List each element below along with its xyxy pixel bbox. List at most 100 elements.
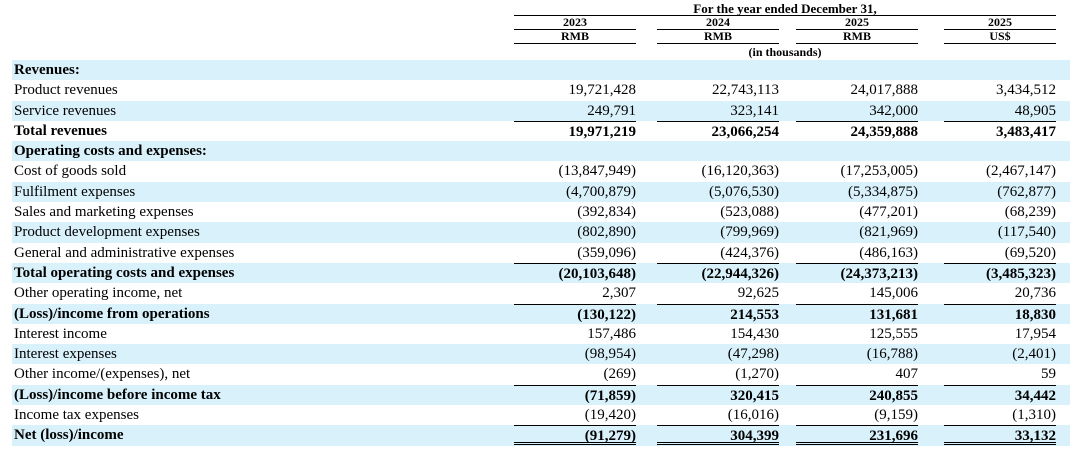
cell-2023: (19,420)	[584, 407, 636, 424]
row-label: Fulfilment expenses	[14, 183, 136, 200]
table-row: Sales and marketing expenses (392,834) (…	[12, 202, 1070, 222]
column-header-2025-usd: 2025 US$	[944, 16, 1056, 44]
table-row: Service revenues 249,791 323,141 342,000…	[12, 100, 1070, 122]
table-row: Interest expenses (98,954) (47,298) (16,…	[12, 344, 1070, 365]
cell-2023: (98,954)	[584, 346, 636, 363]
cell-2025-rmb: (5,334,875)	[848, 183, 918, 200]
cell-2025-usd: 3,483,417	[944, 120, 1056, 141]
column-year: 2025	[845, 15, 869, 29]
period-heading: For the year ended December 31,	[693, 1, 877, 16]
table-row: Product development expenses (802,890) (…	[12, 222, 1070, 243]
cell-2025-usd: 17,954	[1014, 325, 1056, 342]
cell-2024: (1,270)	[735, 366, 779, 383]
cell-2023: (4,700,879)	[566, 183, 636, 200]
cell-2023: (392,834)	[577, 204, 636, 221]
row-label: Interest income	[14, 325, 107, 342]
column-currency: RMB	[796, 29, 918, 44]
cell-2025-rmb: (821,969)	[859, 224, 918, 241]
column-currency: RMB	[657, 29, 779, 44]
cell-2023: (269)	[603, 366, 637, 383]
cell-2025-usd: (2,467,147)	[986, 163, 1056, 180]
cell-2025-rmb: (477,201)	[859, 204, 918, 221]
row-label: (Loss)/income before income tax	[14, 386, 221, 403]
cell-2023: 2,307	[602, 285, 636, 302]
cell-2025-rmb: 24,359,888	[796, 120, 918, 141]
cell-2024: 22,743,113	[712, 82, 779, 99]
row-label: Other operating income, net	[14, 285, 183, 302]
cell-2025-rmb: (17,253,005)	[840, 163, 919, 180]
cell-2025-rmb: 24,017,888	[850, 82, 919, 99]
cell-2024: (523,088)	[720, 204, 779, 221]
income-statement-table: Revenues: Product revenues 19,721,428 22…	[12, 60, 1070, 446]
cell-2024: (799,969)	[720, 224, 779, 241]
cell-2025-usd: 18,830	[944, 303, 1056, 324]
cell-2023: 157,486	[587, 325, 636, 342]
net-income-row: Net (loss)/income (91,279) 304,399 231,6…	[12, 425, 1070, 446]
total-row: (Loss)/income from operations (130,122) …	[12, 303, 1070, 325]
cell-2023: (91,279)	[514, 425, 636, 446]
row-label: Cost of goods sold	[14, 163, 127, 180]
cell-2025-rmb: 407	[895, 366, 919, 383]
cell-2024: 23,066,254	[657, 120, 779, 141]
cell-2024: 154,430	[730, 325, 779, 342]
column-header-2025-rmb: 2025 RMB	[796, 16, 918, 44]
column-header-2023-rmb: 2023 RMB	[514, 16, 636, 44]
column-currency: US$	[944, 29, 1056, 44]
cell-2025-usd: (117,540)	[997, 224, 1056, 241]
column-year: 2023	[563, 15, 587, 29]
cell-2025-rmb: (9,159)	[874, 407, 918, 424]
row-label: Income tax expenses	[14, 407, 139, 424]
row-label: Operating costs and expenses:	[14, 143, 207, 160]
cell-2025-rmb: (16,788)	[866, 346, 918, 363]
column-year: 2025	[988, 15, 1012, 29]
row-label: Net (loss)/income	[14, 427, 124, 444]
total-row: (Loss)/income before income tax (71,859)…	[12, 384, 1070, 406]
cell-2023: 19,971,219	[514, 120, 636, 141]
cell-2023: (359,096)	[577, 244, 636, 261]
row-label: Sales and marketing expenses	[14, 204, 194, 221]
cell-2025-usd: (3,485,323)	[944, 262, 1056, 283]
cell-2024: (47,298)	[727, 346, 779, 363]
cell-2025-rmb: 145,006	[869, 285, 918, 302]
cell-2025-usd: 48,905	[1014, 102, 1056, 119]
cell-2025-rmb: 125,555	[869, 325, 918, 342]
cell-2023: (71,859)	[514, 384, 636, 405]
column-header-2024-rmb: 2024 RMB	[657, 16, 779, 44]
column-year: 2024	[706, 15, 730, 29]
cell-2023: (130,122)	[514, 303, 636, 324]
cell-2025-usd: 34,442	[944, 384, 1056, 405]
cell-2024: 214,553	[657, 303, 779, 324]
table-header: For the year ended December 31, 2023 RMB…	[0, 0, 1080, 60]
cell-2025-usd: 59	[1041, 366, 1056, 383]
total-row: Total operating costs and expenses (20,1…	[12, 262, 1070, 284]
section-heading-revenues: Revenues:	[12, 60, 1070, 81]
row-label: Other income/(expenses), net	[14, 366, 191, 383]
cell-2023: (802,890)	[577, 224, 636, 241]
table-row: Other income/(expenses), net (269) (1,27…	[12, 364, 1070, 384]
table-row: General and administrative expenses (359…	[12, 243, 1070, 263]
row-label: Product development expenses	[14, 224, 200, 241]
cell-2024: (16,120,363)	[701, 163, 780, 180]
section-heading-operating-costs: Operating costs and expenses:	[12, 141, 1070, 162]
cell-2025-rmb: 240,855	[796, 384, 918, 405]
table-row: Cost of goods sold (13,847,949) (16,120,…	[12, 161, 1070, 181]
period-underline	[514, 15, 1056, 16]
cell-2025-usd: (762,877)	[997, 183, 1056, 200]
cell-2025-usd: (69,520)	[1004, 244, 1056, 261]
cell-2025-usd: 20,736	[1014, 285, 1056, 302]
row-label: Product revenues	[14, 82, 118, 99]
cell-2025-usd: (2,401)	[1012, 346, 1056, 363]
cell-2024: 92,625	[737, 285, 779, 302]
table-row: Product revenues 19,721,428 22,743,113 2…	[12, 80, 1070, 100]
unit-note: (in thousands)	[748, 45, 822, 59]
total-row: Total revenues 19,971,219 23,066,254 24,…	[12, 120, 1070, 141]
table-row: Fulfilment expenses (4,700,879) (5,076,5…	[12, 181, 1070, 203]
cell-2024: (5,076,530)	[709, 183, 779, 200]
column-currency: RMB	[514, 29, 636, 44]
table-row: Interest income 157,486 154,430 125,555 …	[12, 324, 1070, 344]
cell-2025-usd: 3,434,512	[996, 82, 1056, 99]
row-label: Service revenues	[14, 102, 117, 119]
cell-2023: (20,103,648)	[514, 262, 636, 283]
cell-2025-usd: 33,132	[944, 425, 1056, 446]
cell-2024: (16,016)	[727, 407, 779, 424]
